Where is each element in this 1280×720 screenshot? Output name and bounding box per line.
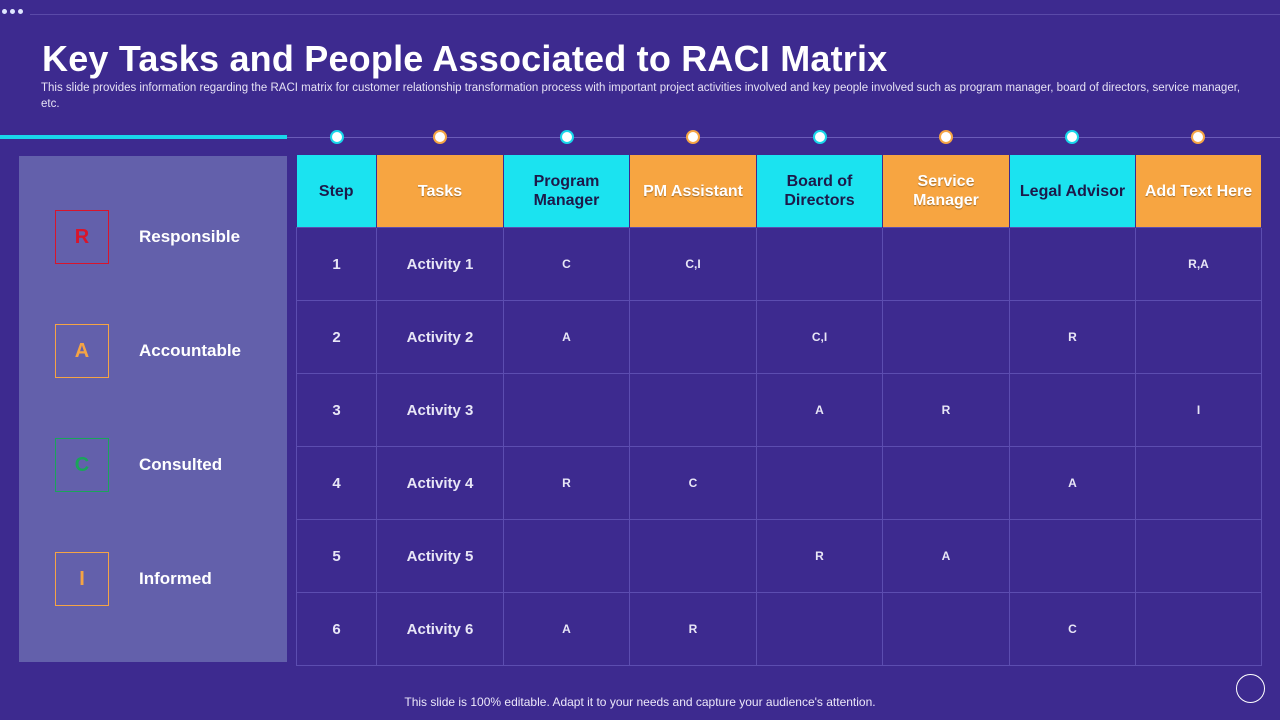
raci-cell: A bbox=[1009, 446, 1136, 520]
legend-item-consulted: C Consulted bbox=[19, 438, 287, 494]
table-row: 2 Activity 2 A C,I R bbox=[296, 300, 1262, 374]
task-cell: Activity 3 bbox=[376, 373, 504, 447]
timeline-dot bbox=[939, 130, 953, 144]
raci-cell bbox=[882, 592, 1010, 666]
task-cell: Activity 4 bbox=[376, 446, 504, 520]
legend-label: Informed bbox=[139, 569, 212, 588]
timeline-dot bbox=[1065, 130, 1079, 144]
raci-cell bbox=[882, 446, 1010, 520]
legend-label: Consulted bbox=[139, 455, 223, 474]
top-divider bbox=[30, 14, 1280, 15]
header-pm-assistant: PM Assistant bbox=[629, 155, 757, 228]
raci-cell bbox=[503, 373, 630, 447]
raci-cell: I bbox=[1135, 373, 1262, 447]
raci-cell: A bbox=[503, 592, 630, 666]
footer-note: This slide is 100% editable. Adapt it to… bbox=[404, 695, 876, 709]
task-cell: Activity 1 bbox=[376, 227, 504, 301]
table-body: 1 Activity 1 C C,I R,A 2 Activity 2 A C,I R 3 Activ… bbox=[296, 227, 1262, 666]
raci-cell: R bbox=[1009, 300, 1136, 374]
legend-letter-box: A bbox=[55, 324, 109, 378]
timeline-dot bbox=[330, 130, 344, 144]
raci-cell: R bbox=[503, 446, 630, 520]
header-tasks: Tasks bbox=[376, 155, 504, 228]
table-row: 1 Activity 1 C C,I R,A bbox=[296, 227, 1262, 301]
raci-cell bbox=[503, 519, 630, 593]
header-step: Step bbox=[296, 155, 377, 228]
step-cell: 4 bbox=[296, 446, 377, 520]
raci-cell: R bbox=[629, 592, 757, 666]
raci-cell: A bbox=[503, 300, 630, 374]
table-header-row: Step Tasks Program Manager PM Assistant … bbox=[296, 155, 1262, 228]
step-cell: 2 bbox=[296, 300, 377, 374]
raci-cell: R bbox=[882, 373, 1010, 447]
raci-cell bbox=[1135, 300, 1262, 374]
task-cell: Activity 5 bbox=[376, 519, 504, 593]
timeline-line bbox=[287, 137, 1280, 138]
header-service-manager: Service Manager bbox=[882, 155, 1010, 228]
raci-cell: R bbox=[756, 519, 883, 593]
raci-cell: C bbox=[1009, 592, 1136, 666]
raci-legend-panel: R Responsible A Accountable C Consulted … bbox=[19, 156, 287, 662]
raci-cell: C bbox=[503, 227, 630, 301]
raci-cell bbox=[1009, 227, 1136, 301]
timeline-dot bbox=[686, 130, 700, 144]
raci-cell bbox=[629, 519, 757, 593]
page-subtitle: This slide provides information regardin… bbox=[41, 82, 1241, 110]
legend-label: Accountable bbox=[139, 341, 242, 360]
legend-letter-box: I bbox=[55, 552, 109, 606]
circle-icon bbox=[1236, 674, 1265, 703]
raci-cell: C,I bbox=[629, 227, 757, 301]
step-cell: 5 bbox=[296, 519, 377, 593]
step-cell: 1 bbox=[296, 227, 377, 301]
raci-cell bbox=[882, 227, 1010, 301]
legend-item-informed: I Informed bbox=[19, 552, 287, 608]
raci-cell bbox=[1135, 592, 1262, 666]
step-cell: 3 bbox=[296, 373, 377, 447]
header-program-manager: Program Manager bbox=[503, 155, 630, 228]
raci-cell bbox=[629, 300, 757, 374]
raci-matrix-table: Step Tasks Program Manager PM Assistant … bbox=[296, 155, 1262, 666]
legend-label: Responsible bbox=[139, 227, 241, 246]
step-cell: 6 bbox=[296, 592, 377, 666]
raci-cell: C,I bbox=[756, 300, 883, 374]
raci-cell bbox=[1009, 519, 1136, 593]
raci-cell bbox=[629, 373, 757, 447]
raci-cell: R,A bbox=[1135, 227, 1262, 301]
raci-cell bbox=[756, 446, 883, 520]
menu-dots-icon bbox=[2, 9, 23, 14]
raci-cell: A bbox=[756, 373, 883, 447]
timeline-dot bbox=[813, 130, 827, 144]
timeline-dot bbox=[433, 130, 447, 144]
raci-cell: A bbox=[882, 519, 1010, 593]
timeline-dot bbox=[1191, 130, 1205, 144]
raci-cell bbox=[882, 300, 1010, 374]
legend-letter-box: R bbox=[55, 210, 109, 264]
raci-cell: C bbox=[629, 446, 757, 520]
legend-item-accountable: A Accountable bbox=[19, 324, 287, 380]
raci-cell bbox=[756, 592, 883, 666]
raci-cell bbox=[1009, 373, 1136, 447]
header-board-of-directors: Board of Directors bbox=[756, 155, 883, 228]
raci-cell bbox=[756, 227, 883, 301]
page-title: Key Tasks and People Associated to RACI … bbox=[42, 38, 888, 79]
timeline-dot bbox=[560, 130, 574, 144]
timeline-progress-bar bbox=[0, 135, 287, 139]
legend-letter-box: C bbox=[55, 438, 109, 492]
task-cell: Activity 6 bbox=[376, 592, 504, 666]
legend-item-responsible: R Responsible bbox=[19, 210, 287, 266]
raci-cell bbox=[1135, 446, 1262, 520]
header-legal-advisor: Legal Advisor bbox=[1009, 155, 1136, 228]
header-add-text: Add Text Here bbox=[1135, 155, 1262, 228]
raci-cell bbox=[1135, 519, 1262, 593]
task-cell: Activity 2 bbox=[376, 300, 504, 374]
